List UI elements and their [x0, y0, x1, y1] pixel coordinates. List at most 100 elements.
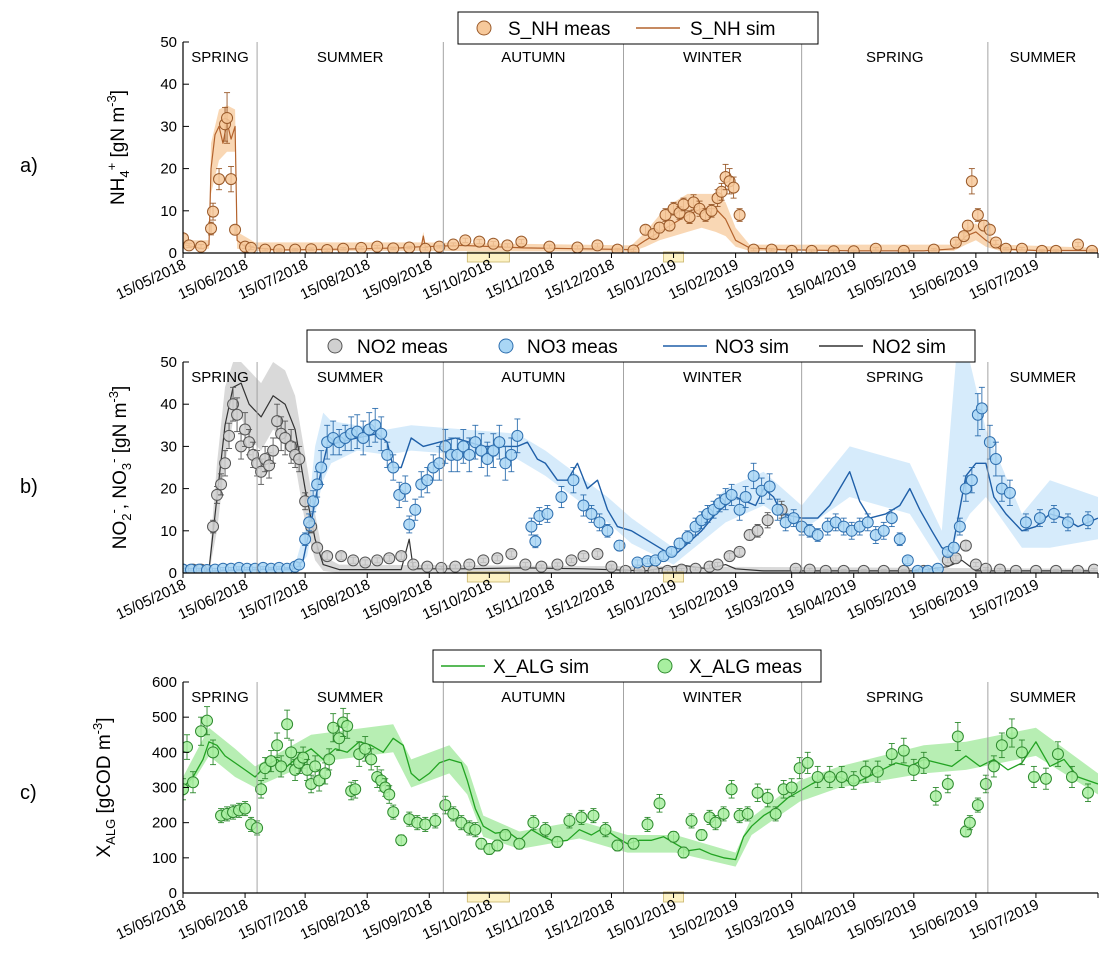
no3-meas-point — [525, 517, 538, 536]
data-point — [599, 823, 612, 836]
no2-meas-point — [535, 560, 548, 573]
season-label: SUMMER — [1010, 689, 1077, 706]
data-point — [1081, 786, 1094, 799]
y-axis-label-part: 2 — [119, 514, 134, 521]
nh-meas-point — [1071, 238, 1084, 251]
alg-meas-point — [709, 815, 722, 831]
data-point — [665, 545, 678, 558]
data-point — [987, 760, 1000, 773]
nh-meas-point — [765, 243, 778, 253]
nh-meas-point — [225, 166, 238, 193]
data-point — [487, 444, 500, 457]
legend-marker-alg-meas — [657, 658, 673, 674]
data-point — [805, 244, 818, 253]
no2-meas-point — [857, 564, 870, 573]
data-point — [761, 792, 774, 805]
no3-meas-point — [601, 524, 614, 538]
no2-meas-point — [877, 564, 890, 573]
data-point — [451, 448, 464, 461]
data-point — [723, 550, 736, 563]
alg-meas-point — [271, 732, 284, 759]
data-point — [601, 524, 614, 537]
alg-meas-point — [995, 732, 1008, 759]
no2-meas-point — [1029, 564, 1042, 573]
data-point — [627, 244, 640, 253]
y-axis-label-part: 4 — [117, 170, 132, 177]
data-point — [837, 564, 850, 573]
no2-meas-point — [227, 386, 240, 422]
data-point — [409, 503, 422, 516]
no3-meas-point — [315, 450, 328, 485]
alg-meas-point — [587, 808, 600, 824]
data-point — [771, 503, 784, 516]
data-point — [661, 564, 674, 573]
data-point — [989, 453, 1002, 466]
y-axis-label-part: NO — [110, 521, 131, 550]
no2-meas-point — [689, 562, 702, 573]
data-point — [447, 238, 460, 251]
panel-letter: c) — [20, 782, 37, 804]
no2-meas-point — [347, 554, 360, 567]
no2-meas-point — [519, 558, 532, 571]
alg-meas-point — [469, 822, 482, 838]
data-point — [1049, 244, 1062, 253]
season-label: SPRING — [191, 49, 249, 66]
nh-meas-point — [355, 241, 368, 253]
alg-meas-point — [239, 801, 252, 817]
data-point — [551, 558, 564, 571]
data-point — [335, 550, 348, 563]
data-point — [195, 725, 208, 738]
no3-meas-point — [555, 486, 568, 509]
no2-meas-point — [733, 545, 746, 558]
data-point — [677, 198, 690, 211]
no3-meas-point — [421, 467, 434, 494]
no2-meas-point — [359, 556, 372, 569]
data-point — [563, 814, 576, 827]
no2-meas-point — [321, 550, 334, 563]
data-point — [681, 531, 694, 544]
legend: S_NH meas S_NH sim — [457, 11, 819, 45]
nh-meas-point — [683, 210, 696, 224]
no2-meas-point — [993, 563, 1006, 573]
no2-meas-point — [723, 550, 736, 563]
data-point — [273, 244, 286, 253]
data-point — [857, 564, 870, 573]
legend-frame — [432, 649, 822, 683]
data-point — [183, 783, 189, 796]
no3-meas-point — [541, 505, 554, 523]
no3-meas-point — [1019, 513, 1032, 532]
alg-meas-point — [187, 771, 200, 794]
data-point — [371, 554, 384, 567]
alg-meas-point — [327, 713, 340, 743]
data-point — [231, 408, 244, 421]
data-point — [221, 111, 234, 124]
y-axis-label-part: -3 — [104, 95, 119, 107]
data-point — [1081, 514, 1094, 527]
data-point — [959, 482, 972, 495]
no2-meas-point — [243, 429, 256, 456]
y-tick-label: 30 — [160, 438, 177, 455]
nh-meas-point — [543, 240, 556, 253]
no2-meas-point — [407, 558, 420, 571]
season-label: SPRING — [191, 369, 249, 386]
data-point — [419, 242, 432, 253]
no3-meas-point — [303, 513, 316, 532]
no2-meas-point — [1087, 563, 1098, 573]
data-point — [1051, 748, 1064, 761]
nh-meas-point — [897, 244, 910, 253]
alg-meas-point — [527, 815, 540, 831]
no3-meas-point — [433, 445, 446, 481]
nh-meas-point — [591, 239, 604, 252]
no2-meas-point — [789, 562, 802, 573]
alg-meas-point — [275, 755, 288, 778]
nh-meas-point — [627, 244, 640, 253]
alg-meas-point — [653, 794, 666, 813]
no2-meas-point — [505, 548, 518, 561]
y-axis-label-part: - — [106, 509, 121, 513]
nh-meas-point — [715, 182, 728, 201]
data-point — [1019, 516, 1032, 529]
legend-label: S_NH meas — [508, 19, 610, 40]
data-point — [763, 480, 776, 493]
period-highlight — [466, 891, 510, 903]
